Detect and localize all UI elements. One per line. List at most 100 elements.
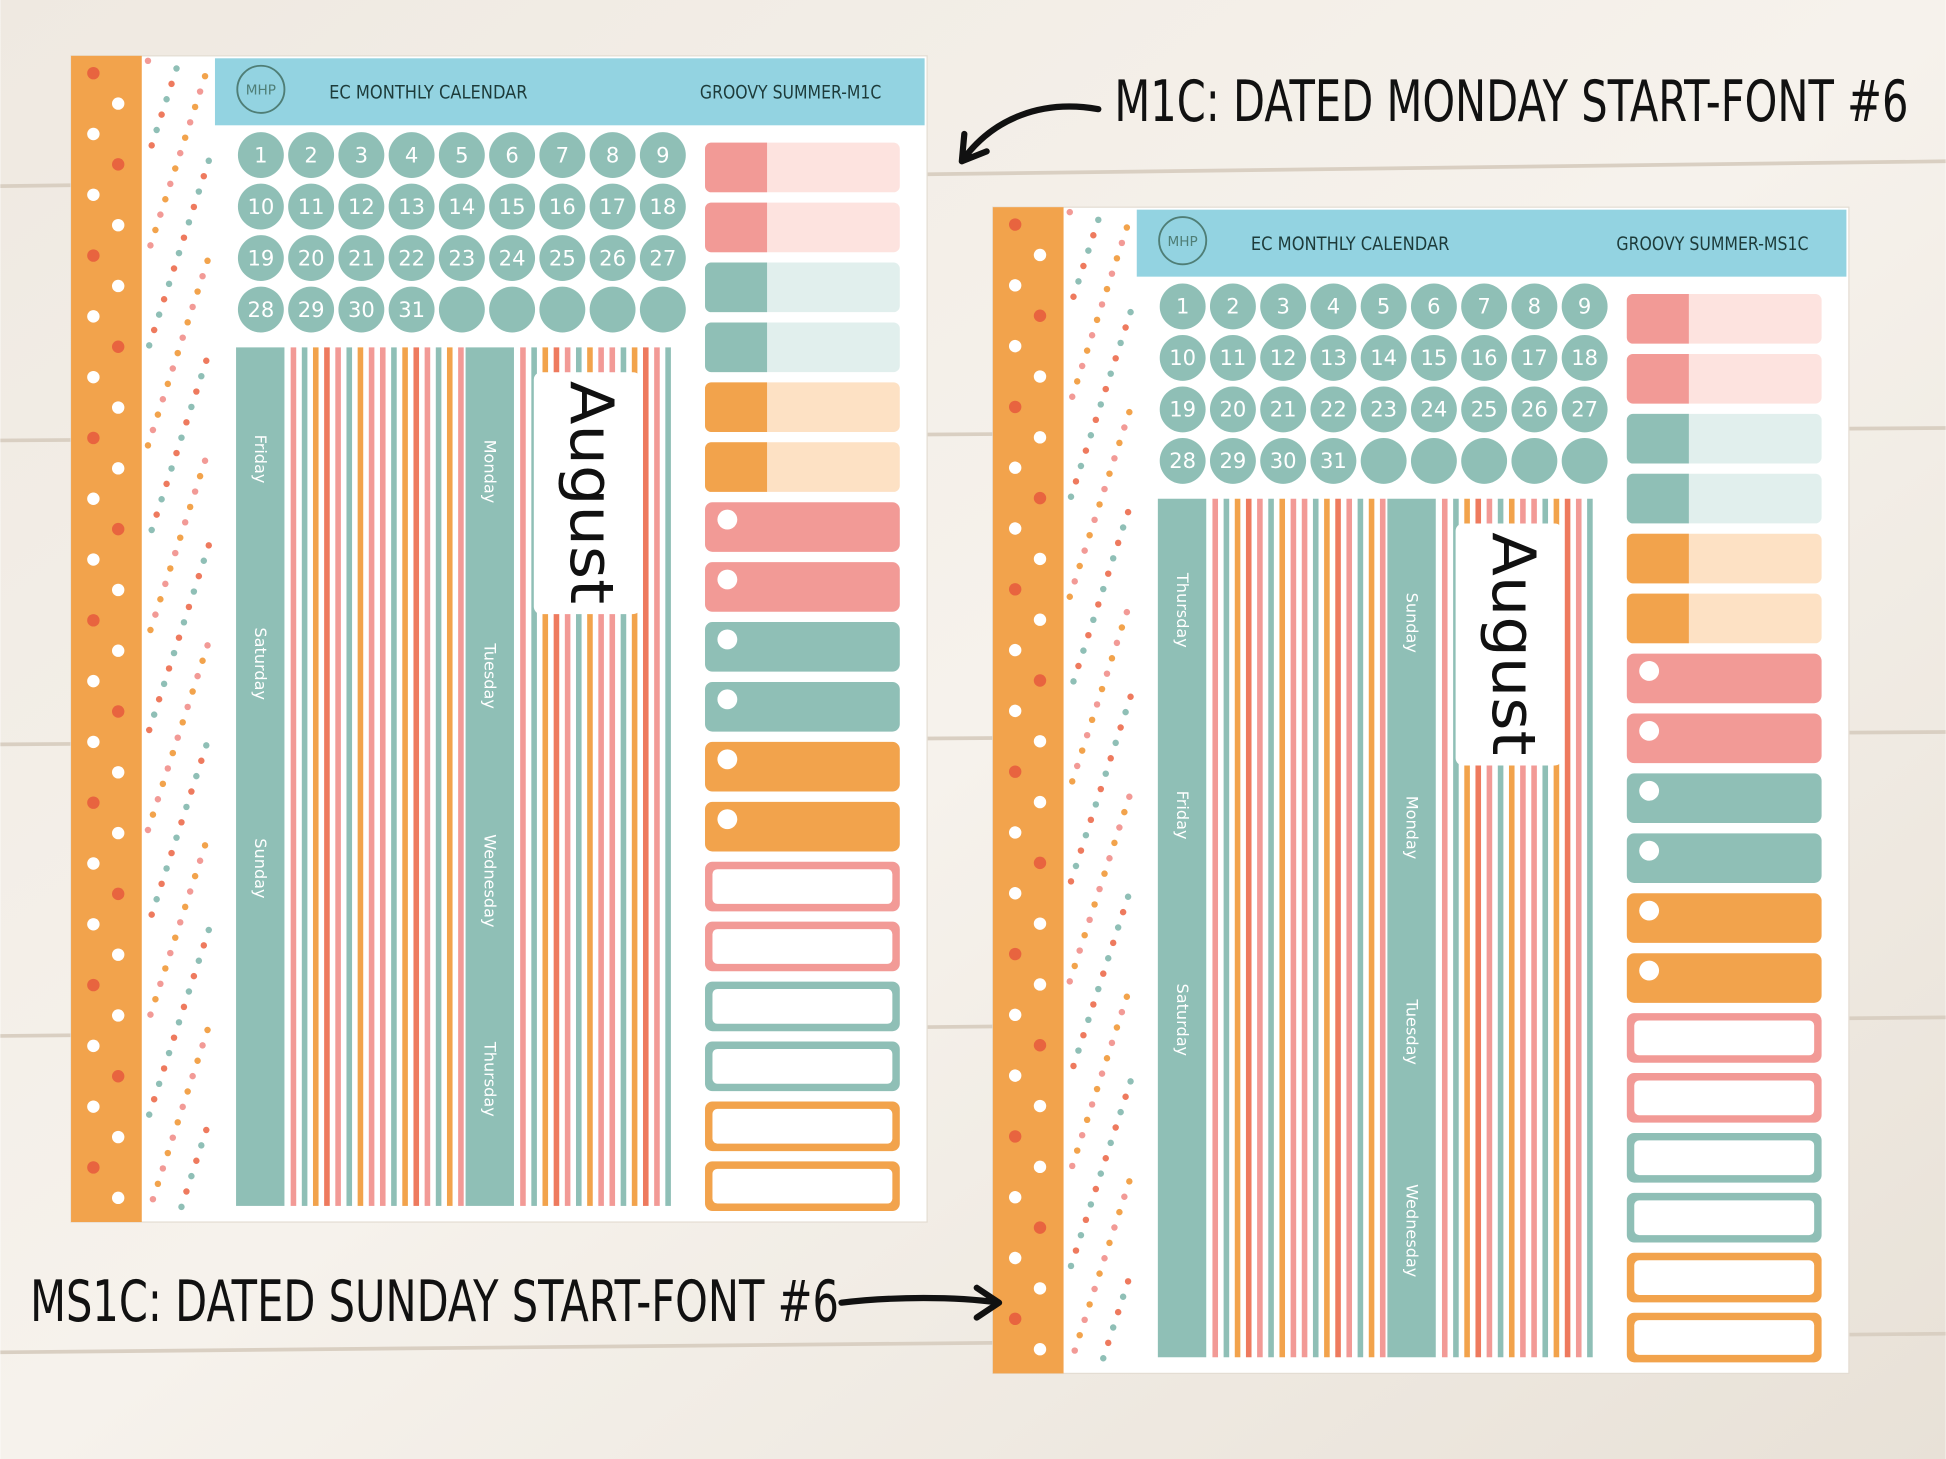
stripe: [346, 347, 353, 1206]
flower: [1008, 643, 1022, 657]
dot: [1075, 662, 1082, 670]
date-number: 17: [1521, 345, 1548, 370]
stripe: [1346, 498, 1353, 1358]
date-circle: [1159, 437, 1206, 484]
date-circle: [338, 235, 385, 282]
dot: [201, 842, 209, 849]
flower: [1033, 613, 1047, 626]
date-circle: [237, 132, 284, 179]
stripe: [1324, 498, 1330, 1358]
date-number: 24: [499, 245, 526, 270]
dot: [152, 226, 159, 234]
flower: [87, 188, 100, 201]
label-hole: [717, 629, 738, 650]
date-circle: [489, 183, 536, 230]
dot: [1070, 678, 1077, 685]
dot: [1114, 924, 1122, 931]
label-sticker: [1626, 833, 1822, 883]
date-number: 14: [448, 194, 475, 219]
dot: [1092, 801, 1100, 808]
dot: [1114, 1308, 1122, 1316]
dot: [1086, 531, 1093, 539]
dot: [164, 765, 172, 772]
date-circle: [288, 235, 335, 282]
dot: [190, 203, 198, 211]
label-sticker: [705, 562, 900, 612]
dot: [189, 688, 196, 695]
stripe: [1223, 498, 1230, 1358]
dot: [149, 811, 157, 818]
dot: [1071, 1347, 1078, 1354]
month-box: [1455, 523, 1563, 766]
flower: [111, 340, 125, 353]
label-hole: [1639, 780, 1660, 801]
box-inner: [1634, 1320, 1815, 1355]
day-label: Saturday: [1173, 984, 1192, 1057]
label-hole: [1639, 960, 1660, 981]
dot: [1090, 1001, 1097, 1008]
month-label: August: [556, 381, 625, 604]
flower: [111, 401, 125, 414]
dot: [1121, 424, 1128, 431]
dot: [1108, 1039, 1116, 1047]
date-circle: [338, 132, 385, 179]
stripe: [631, 347, 638, 1206]
flower: [87, 249, 100, 262]
stripe: [1520, 498, 1526, 1358]
flower: [1033, 1282, 1047, 1295]
box-inner: [712, 1048, 893, 1084]
flower: [1008, 947, 1022, 961]
date-circle: [288, 132, 335, 179]
dot: [1112, 1124, 1119, 1131]
date-number: 13: [398, 194, 425, 219]
dot: [200, 942, 208, 949]
dot: [1075, 1047, 1082, 1054]
date-number: 10: [247, 194, 274, 219]
date-number: 20: [1220, 397, 1247, 422]
flower: [1008, 1130, 1022, 1143]
dot: [145, 1111, 153, 1118]
dot: [148, 911, 155, 918]
date-circle: [539, 183, 586, 230]
flower: [111, 826, 125, 840]
stripe: [357, 347, 364, 1206]
box-inner: [1634, 1020, 1815, 1056]
date-circle: [237, 286, 284, 333]
dot: [1073, 1147, 1081, 1154]
dot: [1082, 447, 1090, 454]
dot: [170, 1034, 178, 1041]
flower: [1033, 1221, 1047, 1234]
flower: [87, 978, 100, 992]
dot: [1117, 339, 1124, 347]
flower: [1008, 522, 1022, 535]
date-circle: [338, 183, 385, 230]
dot: [1126, 1178, 1133, 1185]
day-label: Thursday: [1173, 572, 1192, 648]
date-circle: [288, 183, 335, 230]
dot: [191, 103, 199, 111]
dot: [147, 1011, 154, 1018]
dot: [200, 172, 208, 180]
dot: [194, 1057, 201, 1064]
dot: [1117, 1108, 1124, 1116]
flower: [1033, 917, 1047, 930]
date-number: 30: [1270, 448, 1297, 473]
stripe: [531, 347, 537, 1206]
dot: [162, 580, 169, 588]
dot: [1121, 808, 1128, 816]
dot: [173, 834, 180, 841]
dot: [185, 988, 193, 995]
date-circle: [539, 132, 586, 179]
date-number: 6: [505, 142, 518, 167]
dot: [1105, 955, 1112, 962]
dot: [1070, 293, 1077, 300]
dot: [179, 719, 186, 726]
dot: [170, 265, 178, 272]
dot: [1082, 1216, 1090, 1224]
sticker-sheet: MHP EC MONTHLY CALENDAR GROOVY SUMMER-MS1C…: [992, 206, 1850, 1375]
logo-ring: [1158, 216, 1208, 266]
dot: [184, 319, 191, 326]
dot: [1102, 1155, 1109, 1162]
flower: [87, 796, 100, 809]
